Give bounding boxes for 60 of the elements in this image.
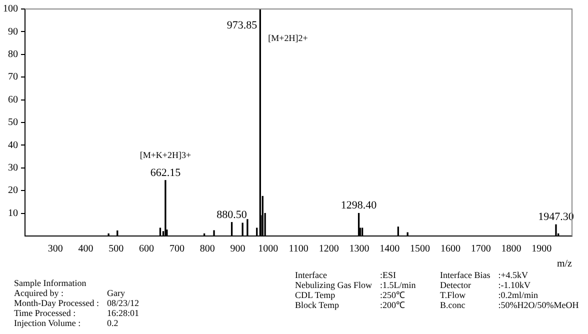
text: Sample Information: [14, 278, 88, 288]
y-tick-label: 20: [8, 185, 18, 196]
text: Injection Volume :: [14, 318, 82, 328]
x-tick-label: 1600: [440, 244, 460, 255]
text: :1.5L/min: [380, 280, 416, 290]
text: :+4.5kV: [498, 270, 530, 280]
x-tick-label: 500: [108, 244, 124, 255]
annotation: 880.50: [216, 208, 248, 221]
x-tick-label: 1200: [318, 244, 339, 255]
y-tick-label: 30: [8, 162, 18, 174]
x-tick-label: 1400: [380, 244, 400, 255]
y-tick-label: 10: [8, 208, 18, 219]
x-tick-label: 1100: [288, 244, 308, 255]
x-axis-title: m/z: [557, 258, 573, 270]
x-tick-label: 300: [48, 244, 63, 255]
text: Time Processed :: [14, 308, 77, 318]
text: :250℃: [380, 290, 406, 300]
text: :50%H2O/50%MeOH: [498, 300, 579, 310]
text: Month-Day Processed :: [14, 298, 100, 308]
x-tick-label: 700: [169, 244, 184, 255]
text: Gary: [107, 288, 126, 298]
annotation: 973.85: [226, 19, 258, 32]
text: Detector: [440, 280, 472, 290]
text: 16:28:01: [107, 308, 140, 318]
annotation: 1947.30: [538, 211, 574, 224]
text: Acquired by :: [14, 288, 64, 298]
y-tick-label: 90: [8, 26, 18, 38]
text: T.Flow: [440, 290, 467, 300]
text: Interface: [295, 270, 328, 280]
annotation: 662.15: [150, 166, 182, 179]
x-tick-label: 800: [200, 244, 215, 255]
x-tick-label: 1500: [410, 244, 430, 255]
y-tick-label: 100: [3, 4, 18, 15]
x-tick-label: 400: [78, 244, 94, 255]
y-tick-label: 80: [8, 49, 18, 60]
text: :0.2ml/min: [498, 290, 539, 300]
text: CDL Temp: [295, 290, 336, 300]
x-tick-label: 900: [230, 244, 246, 255]
y-tick-label: 40: [8, 140, 18, 151]
x-tick-label: 1000: [258, 244, 278, 255]
text: Interface Bias: [440, 270, 492, 280]
text: 0.2: [107, 318, 120, 328]
y-tick-label: 70: [8, 72, 18, 83]
text: 08/23/12: [107, 298, 140, 308]
x-tick-label: 600: [139, 244, 154, 255]
text: :ESI: [380, 270, 398, 280]
text: B.conc: [440, 300, 466, 310]
annotation: 1298.40: [340, 200, 378, 212]
annotation: [M+2H]2+: [268, 32, 308, 43]
annotation: [M+K+2H]3+: [140, 150, 192, 160]
x-tick-label: 1800: [501, 244, 522, 255]
y-tick-label: 50: [8, 117, 18, 128]
text: Block Temp: [295, 300, 340, 310]
x-tick-label: 1900: [532, 244, 552, 255]
x-tick-label: 1700: [470, 244, 491, 255]
y-tick-label: 60: [8, 94, 18, 106]
text: Nebulizing Gas Flow: [295, 280, 373, 290]
x-tick-label: 1300: [349, 244, 370, 255]
text: :-1.10kV: [498, 280, 532, 290]
text: :200℃: [380, 300, 406, 310]
